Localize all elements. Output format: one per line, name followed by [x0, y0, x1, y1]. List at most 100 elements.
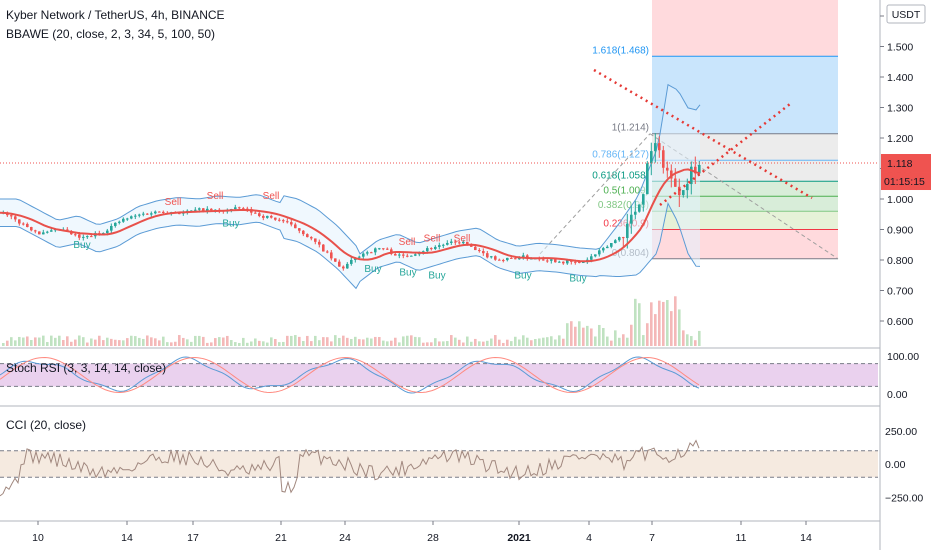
volume-bar	[542, 337, 545, 346]
candle-body	[642, 194, 645, 205]
volume-bar	[494, 335, 497, 346]
volume-bar	[570, 321, 573, 346]
time-tick-label: 10	[32, 532, 44, 544]
volume-bar	[274, 339, 277, 346]
volume-bar	[302, 341, 305, 346]
volume-bar	[506, 339, 509, 346]
candle-body	[342, 266, 345, 269]
candle-body	[594, 254, 597, 257]
candle-body	[262, 215, 265, 218]
candle-body	[338, 261, 341, 267]
volume-bar	[594, 336, 597, 346]
volume-bar	[582, 327, 585, 346]
candle-body	[490, 256, 493, 258]
candle-body	[330, 252, 333, 259]
candle-body	[18, 219, 21, 224]
trendlines[interactable]	[593, 68, 813, 206]
volume-bar	[530, 340, 533, 346]
volume-bar	[2, 342, 5, 346]
volume-bar	[470, 341, 473, 346]
volume-bar	[198, 335, 201, 346]
volume-bar	[650, 302, 653, 346]
fib-level-label: 1(1.214)	[612, 123, 649, 134]
volume-bar	[350, 339, 353, 346]
candle-body	[618, 237, 621, 241]
candle-body	[386, 248, 389, 250]
volume-bar	[442, 341, 445, 346]
volume-bar	[38, 337, 41, 346]
candle-body	[686, 184, 689, 191]
volume-bar	[66, 336, 69, 346]
candle-body	[626, 223, 629, 239]
stoch-d-line	[0, 356, 700, 394]
volume-bar	[58, 335, 61, 346]
signal-buy: Buy	[428, 270, 445, 281]
countdown-value: 01:15:15	[884, 176, 925, 188]
volume-bar	[238, 342, 241, 346]
candle-body	[22, 223, 25, 225]
volume-bar	[326, 337, 329, 346]
volume-bar	[618, 337, 621, 346]
volume-bar	[634, 298, 637, 346]
candle-body	[378, 248, 381, 250]
candle-body	[462, 241, 465, 244]
volume-bar	[622, 334, 625, 346]
volume-bar	[518, 339, 521, 346]
candle-body	[438, 245, 441, 247]
price-tick-label: 0.800	[887, 255, 913, 267]
candle-body	[150, 213, 153, 215]
volume-bar	[174, 341, 177, 346]
candle-body	[670, 170, 673, 179]
candle-body	[306, 234, 309, 238]
time-tick-label: 14	[800, 532, 812, 544]
volume-bar	[474, 338, 477, 346]
candle-body	[502, 260, 505, 262]
candle-body	[298, 228, 301, 231]
volume-bar	[218, 337, 221, 346]
bollinger-bands	[0, 83, 701, 290]
candle-body	[242, 208, 245, 210]
candle-body	[514, 258, 517, 260]
time-tick-label: 24	[339, 532, 351, 544]
last-price-value: 1.118	[887, 158, 913, 170]
candle-body	[134, 215, 137, 217]
volume-bar	[182, 337, 185, 346]
price-tick-label: 1.300	[887, 103, 913, 115]
time-tick-label: 2021	[507, 532, 531, 544]
volume-bar	[306, 335, 309, 346]
candle-body	[46, 231, 49, 233]
candle-body	[638, 204, 641, 212]
volume-bar	[586, 325, 589, 346]
candle-body	[382, 248, 385, 250]
indicator-title: BBAWE (20, close, 2, 3, 34, 5, 100, 50)	[6, 27, 215, 41]
candle-body	[646, 163, 649, 195]
bollinger-fill	[0, 84, 700, 289]
time-tick-label: 28	[427, 532, 439, 544]
volume-bar	[378, 336, 381, 346]
candle-body	[366, 252, 369, 254]
volume-bar	[190, 341, 193, 346]
time-tick-label: 7	[649, 532, 655, 544]
volume-bar	[446, 341, 449, 346]
volume-bar	[226, 335, 229, 346]
candle-body	[114, 222, 117, 226]
price-tick-label: 0.600	[887, 316, 913, 328]
fib-anchor-line	[539, 133, 651, 255]
fib-level-label: 0.618(1.058)	[592, 170, 649, 181]
ma-line	[0, 168, 701, 263]
volume-bar	[426, 342, 429, 346]
candle-body	[470, 244, 473, 247]
candle-body	[302, 230, 305, 235]
candle-body	[30, 227, 33, 231]
signal-buy: Buy	[364, 264, 381, 275]
cci-title: CCI (20, close)	[6, 418, 87, 432]
signal-buy: Buy	[73, 240, 90, 251]
volume-bar	[554, 339, 557, 346]
volume-bar	[286, 335, 289, 346]
signal-sell: Sell	[454, 234, 471, 245]
candle-body	[606, 246, 609, 249]
volume-bar	[406, 335, 409, 346]
candle-body	[426, 248, 429, 252]
stoch-tick-label: 0.00	[887, 389, 908, 401]
